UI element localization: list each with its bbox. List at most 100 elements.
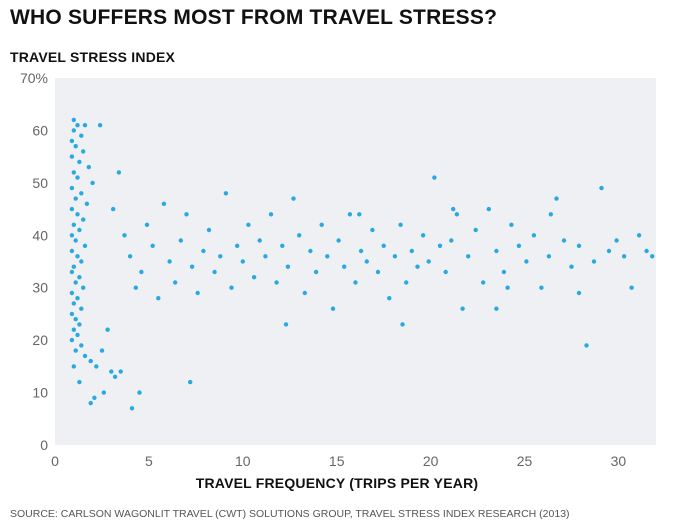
data-point <box>494 248 499 254</box>
data-point <box>82 123 88 128</box>
data-point <box>84 201 90 206</box>
x-tick-label: 15 <box>329 453 345 469</box>
data-point <box>591 259 597 264</box>
y-tick-label: 40 <box>32 227 48 243</box>
data-point <box>486 206 491 212</box>
data-point <box>460 306 465 311</box>
data-point <box>116 170 122 175</box>
data-point <box>127 254 133 259</box>
data-point <box>650 254 655 259</box>
data-point <box>88 358 93 364</box>
data-point <box>69 290 75 296</box>
data-point <box>494 306 499 311</box>
data-point <box>404 280 409 285</box>
data-point <box>505 285 510 290</box>
data-point <box>150 243 155 248</box>
data-point <box>111 206 116 212</box>
data-point <box>71 128 77 133</box>
data-point <box>73 280 78 285</box>
data-point <box>353 280 358 285</box>
data-point <box>173 280 178 285</box>
data-point <box>375 269 381 275</box>
data-point <box>576 243 582 248</box>
data-point <box>195 290 200 296</box>
data-point <box>297 233 302 238</box>
data-point <box>606 248 612 254</box>
data-point <box>105 327 110 332</box>
data-point <box>71 117 77 123</box>
data-point <box>75 212 80 217</box>
data-point <box>454 212 460 217</box>
data-point <box>206 227 212 233</box>
data-point <box>576 290 582 296</box>
data-point <box>69 206 75 212</box>
data-point <box>82 353 88 359</box>
data-point <box>88 400 93 406</box>
data-point <box>313 269 319 275</box>
data-point <box>75 175 80 180</box>
data-point <box>161 201 167 206</box>
data-point <box>524 259 529 264</box>
data-point <box>381 243 386 248</box>
data-point <box>621 254 627 259</box>
data-point <box>77 379 82 385</box>
data-point <box>400 322 405 327</box>
chart-title: WHO SUFFERS MOST FROM TRAVEL STRESS? <box>10 6 498 29</box>
data-point <box>501 269 507 275</box>
data-point <box>291 196 296 201</box>
data-point <box>79 306 84 311</box>
data-point <box>235 243 240 248</box>
data-point <box>73 348 78 353</box>
x-axis-label: TRAVEL FREQUENCY (TRIPS PER YEAR) <box>195 475 479 491</box>
data-point <box>144 222 150 227</box>
data-point <box>156 296 161 301</box>
data-point <box>79 191 84 196</box>
data-point <box>569 264 574 269</box>
data-point <box>77 322 82 327</box>
y-tick-label: 20 <box>32 332 48 348</box>
data-point <box>516 243 522 248</box>
data-point <box>133 285 138 290</box>
data-point <box>229 285 234 290</box>
data-point <box>71 264 77 269</box>
data-point <box>257 238 262 243</box>
data-point <box>92 395 97 400</box>
data-point <box>466 254 471 259</box>
data-point <box>364 259 369 264</box>
data-point <box>75 296 80 301</box>
data-point <box>69 248 75 254</box>
data-point <box>531 233 537 238</box>
data-point <box>184 212 189 217</box>
data-point <box>73 144 78 149</box>
data-point <box>251 275 257 280</box>
y-tick-label: 70% <box>20 70 48 86</box>
data-point <box>82 243 88 248</box>
data-point <box>77 159 82 165</box>
data-point <box>73 317 78 322</box>
data-point <box>548 212 553 217</box>
data-point <box>77 275 82 280</box>
data-point <box>69 337 75 343</box>
data-point <box>274 280 279 285</box>
data-point <box>223 191 229 196</box>
data-point <box>75 123 80 128</box>
data-point <box>69 311 75 317</box>
x-tick-label: 25 <box>517 453 533 469</box>
data-point <box>426 259 431 264</box>
data-point <box>86 164 92 170</box>
data-point <box>139 269 144 275</box>
data-point <box>69 233 75 238</box>
data-point <box>481 280 486 285</box>
x-tick-label: 30 <box>611 453 627 469</box>
data-point <box>449 238 454 243</box>
y-axis-label: TRAVEL STRESS INDEX <box>10 49 176 65</box>
data-point <box>79 133 84 138</box>
data-point <box>69 185 75 191</box>
data-point <box>178 238 183 243</box>
data-point <box>263 254 268 259</box>
data-point <box>188 379 193 385</box>
data-point <box>308 248 313 254</box>
data-point <box>437 243 443 248</box>
data-point <box>118 369 123 374</box>
